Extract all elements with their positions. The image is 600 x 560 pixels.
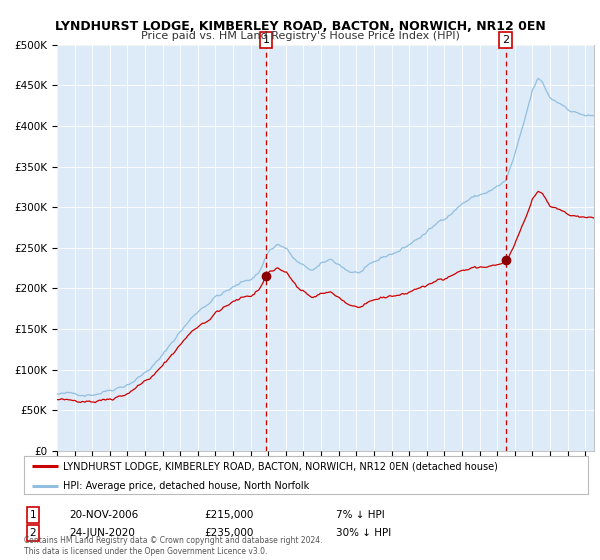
Text: LYNDHURST LODGE, KIMBERLEY ROAD, BACTON, NORWICH, NR12 0EN (detached house): LYNDHURST LODGE, KIMBERLEY ROAD, BACTON,… bbox=[64, 461, 499, 471]
Text: HPI: Average price, detached house, North Norfolk: HPI: Average price, detached house, Nort… bbox=[64, 480, 310, 491]
Text: 2: 2 bbox=[29, 528, 37, 538]
Text: Price paid vs. HM Land Registry's House Price Index (HPI): Price paid vs. HM Land Registry's House … bbox=[140, 31, 460, 41]
Text: £215,000: £215,000 bbox=[204, 510, 253, 520]
Text: 1: 1 bbox=[29, 510, 37, 520]
Text: LYNDHURST LODGE, KIMBERLEY ROAD, BACTON, NORWICH, NR12 0EN: LYNDHURST LODGE, KIMBERLEY ROAD, BACTON,… bbox=[55, 20, 545, 33]
Text: Contains HM Land Registry data © Crown copyright and database right 2024.
This d: Contains HM Land Registry data © Crown c… bbox=[24, 536, 323, 556]
Text: £235,000: £235,000 bbox=[204, 528, 253, 538]
Text: 2: 2 bbox=[502, 35, 509, 45]
Text: 7% ↓ HPI: 7% ↓ HPI bbox=[336, 510, 385, 520]
Text: 30% ↓ HPI: 30% ↓ HPI bbox=[336, 528, 391, 538]
Text: 24-JUN-2020: 24-JUN-2020 bbox=[69, 528, 135, 538]
Text: 20-NOV-2006: 20-NOV-2006 bbox=[69, 510, 138, 520]
Text: 1: 1 bbox=[263, 35, 269, 45]
